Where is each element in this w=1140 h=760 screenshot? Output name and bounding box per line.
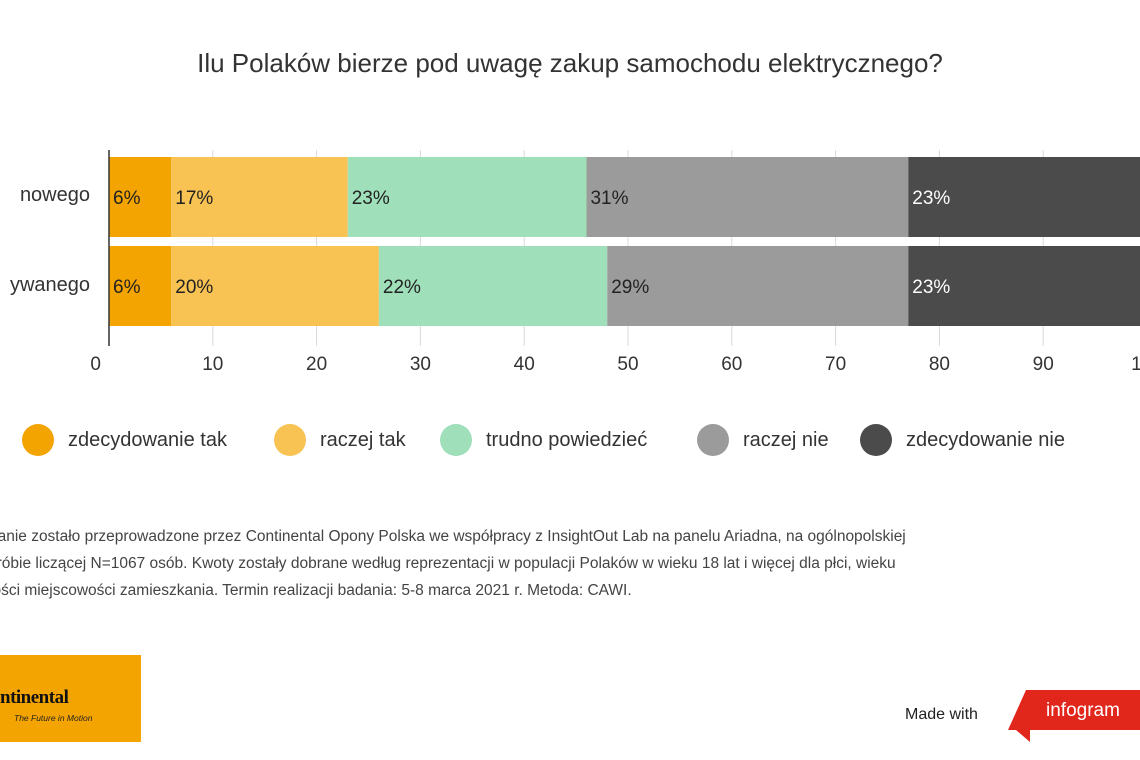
bar-segment: [171, 157, 348, 237]
bar-segment: [378, 246, 608, 326]
legend-swatch: [697, 424, 729, 456]
bar-segment: [908, 157, 1140, 237]
infogram-label[interactable]: infogram: [1046, 700, 1120, 721]
bar-segment: [347, 157, 587, 237]
category-label-nowego: nowego: [19, 184, 90, 206]
logo-wordmark: ntinental: [0, 687, 69, 708]
x-tick-label: 20: [306, 354, 327, 375]
legend-item-raczej-nie: raczej nie: [697, 420, 829, 460]
legend-item-zdecydowanie-tak: zdecydowanie tak: [22, 420, 227, 460]
data-label: 6%: [113, 277, 141, 298]
x-tick-label: 10: [202, 354, 223, 375]
x-tick-label: 60: [721, 354, 742, 375]
footnote-line: wielkości miejscowości zamieszkania. Ter…: [0, 582, 632, 599]
data-label: 22%: [383, 277, 421, 298]
x-tick-label: 100: [1131, 354, 1140, 375]
chart-title: Ilu Polaków bierze pod uwagę zakup samoc…: [197, 48, 943, 78]
data-label: 23%: [912, 188, 950, 209]
legend-swatch: [22, 424, 54, 456]
data-label: 23%: [912, 277, 950, 298]
infogram-badge[interactable]: [1008, 690, 1140, 742]
x-tick-label: 40: [514, 354, 535, 375]
legend-item-raczej-tak: raczej tak: [274, 420, 406, 460]
data-label: 17%: [175, 188, 213, 209]
legend-label: zdecydowanie tak: [68, 428, 227, 451]
continental-logo: ntinental The Future in Motion: [0, 655, 141, 742]
bar-segment: [607, 246, 909, 326]
bar-segment: [109, 157, 172, 237]
data-label: 29%: [611, 277, 649, 298]
x-tick-label: 70: [825, 354, 846, 375]
footnote-line: próbie liczącej N=1067 osób. Kwoty zosta…: [0, 555, 896, 572]
bar-segment: [908, 246, 1140, 326]
legend-label: zdecydowanie nie: [906, 428, 1065, 451]
legend-item-zdecydowanie-nie: zdecydowanie nie: [860, 420, 1065, 460]
infogram-badge-shape: [1008, 690, 1140, 742]
x-tick-label: 30: [410, 354, 431, 375]
logo-tagline: The Future in Motion: [14, 713, 93, 723]
data-label: 31%: [590, 188, 628, 209]
made-with-text: Made with: [905, 706, 978, 723]
data-label: 23%: [352, 188, 390, 209]
legend-label: trudno powiedzieć: [486, 428, 648, 451]
x-tick-label: 50: [617, 354, 638, 375]
category-label-uzywanego: ywanego: [9, 274, 90, 296]
legend-swatch: [440, 424, 472, 456]
bar-segment: [109, 246, 172, 326]
chart-legend: zdecydowanie tak raczej tak trudno powie…: [0, 420, 1140, 460]
data-label: 20%: [175, 277, 213, 298]
footnote-line: Badanie zostało przeprowadzone przez Con…: [0, 528, 906, 545]
x-tick-label: 80: [929, 354, 950, 375]
methodology-footnote: Badanie zostało przeprowadzone przez Con…: [0, 523, 1140, 604]
legend-label: raczej nie: [743, 428, 829, 451]
legend-item-trudno-powiedziec: trudno powiedzieć: [440, 420, 647, 460]
data-label: 6%: [113, 188, 141, 209]
bar-segment: [171, 246, 379, 326]
legend-swatch: [274, 424, 306, 456]
bar-segment: [586, 157, 909, 237]
x-tick-label: 90: [1033, 354, 1054, 375]
stacked-bar-chart: 6% 17% 23% 31% 23% 6% 20% 22% 29% 23% 0 10 20 30 40 50 6…: [90, 150, 1140, 375]
x-tick-label: 0: [90, 354, 101, 375]
legend-label: raczej tak: [320, 428, 406, 451]
legend-swatch: [860, 424, 892, 456]
